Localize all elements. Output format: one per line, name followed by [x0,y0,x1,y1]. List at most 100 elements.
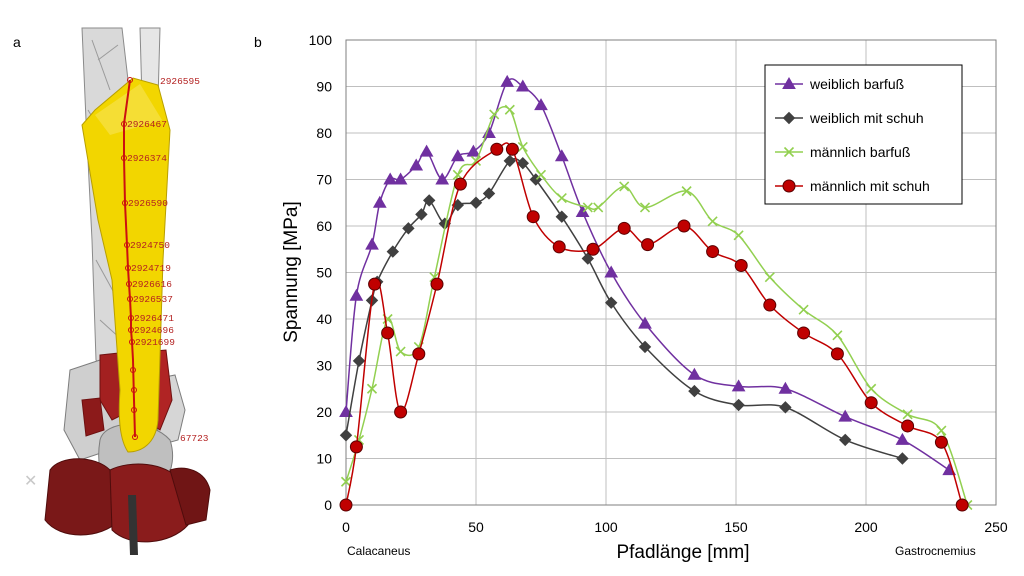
data-point [896,452,909,465]
series-line [345,106,969,506]
y-tick-label: 0 [324,497,332,513]
data-point [552,240,566,254]
data-point [797,326,811,340]
panel-a-label: a [13,34,21,50]
data-point [688,384,701,398]
data-point [349,440,363,454]
data-point [365,237,379,250]
data-point [934,435,948,449]
data-point [516,157,530,170]
x-tick-label: 100 [594,519,618,535]
data-point [517,141,528,153]
data-point [639,202,651,213]
data-point [412,347,426,361]
data-point [763,298,777,312]
data-point [453,177,467,191]
y-tick-label: 80 [316,125,332,141]
data-point [504,104,515,115]
legend-item: männlich barfuß [775,144,910,160]
data-point [482,125,496,138]
node-label: 2926471 [134,313,174,324]
node-label: 67723 [180,433,209,444]
y-tick-label: 70 [316,172,332,188]
plot-area-frame [345,39,997,506]
node-label: 2921699 [135,337,175,348]
x-end-label: Gastrocnemius [895,544,976,558]
chart-legend: weiblich barfuß weiblich mit schuh männlic… [764,64,963,205]
legend-label: weiblich mit schuh [809,110,924,126]
fe-leg-model-illustration: 2926595 2926467 2926374 2926590 2924750 … [24,27,211,555]
data-point [832,330,843,341]
data-point [681,186,692,197]
x-tick-label: 0 [342,519,350,535]
data-point [466,144,481,157]
data-point [470,155,482,166]
data-point [902,409,913,420]
data-point [383,172,398,185]
data-point [395,346,406,357]
legend-label: männlich mit schuh [810,178,930,194]
data-point [782,111,796,125]
data-point [604,265,619,278]
data-point [415,208,428,221]
data-point [687,367,702,380]
data-point [368,277,382,291]
data-point [340,476,352,487]
data-point [386,245,400,258]
data-point [783,146,795,158]
data-point [706,245,720,259]
series-line [345,157,903,460]
data-point [450,149,465,162]
data-point [469,196,483,209]
data-point [409,158,424,171]
data-point [419,144,434,157]
data-point [782,179,796,193]
data-point [677,219,691,233]
data-point [339,498,353,512]
data-point [482,187,496,200]
y-axis-title: Spannung [MPa] [281,201,302,343]
data-point [641,238,655,252]
x-tick-label: 250 [984,519,1008,535]
data-point [782,76,796,89]
node-label: 2926616 [132,279,172,290]
data-point [582,202,593,213]
y-tick-label: 20 [316,404,332,420]
x-tick-label: 150 [724,519,748,535]
node-label: 2926467 [127,119,167,130]
x-start-label: Calacaneus [347,544,410,558]
data-point [435,172,450,185]
data-point [394,405,408,419]
data-point [505,142,519,156]
data-point [955,498,969,512]
legend-label: männlich barfuß [810,144,910,160]
series-layer [339,74,973,512]
data-point [798,304,809,315]
x-axis-title: Pfadlänge [mm] [616,542,749,563]
legend-item: weiblich barfuß [775,76,904,92]
panel-b-label: b [254,34,262,50]
data-point [402,222,415,235]
data-point [617,221,631,235]
data-point [534,98,548,111]
node-label: 2924750 [130,240,170,251]
data-point [422,194,436,207]
data-point [895,432,910,445]
legend-item: männlich mit schuh [775,178,930,194]
y-tick-label: 40 [316,311,332,327]
data-point [575,205,590,218]
x-axis-ticks: 0 50 100 150 200 250 [342,519,1008,535]
data-point [593,202,604,213]
data-point [393,172,408,185]
data-point [490,142,504,156]
y-tick-label: 30 [316,358,332,374]
data-point [500,74,515,87]
data-point [489,109,500,120]
data-point [901,419,915,433]
data-point [830,347,844,361]
data-point [936,425,947,436]
data-point [503,154,517,168]
node-label: 2924696 [134,325,174,336]
data-point [707,216,718,227]
